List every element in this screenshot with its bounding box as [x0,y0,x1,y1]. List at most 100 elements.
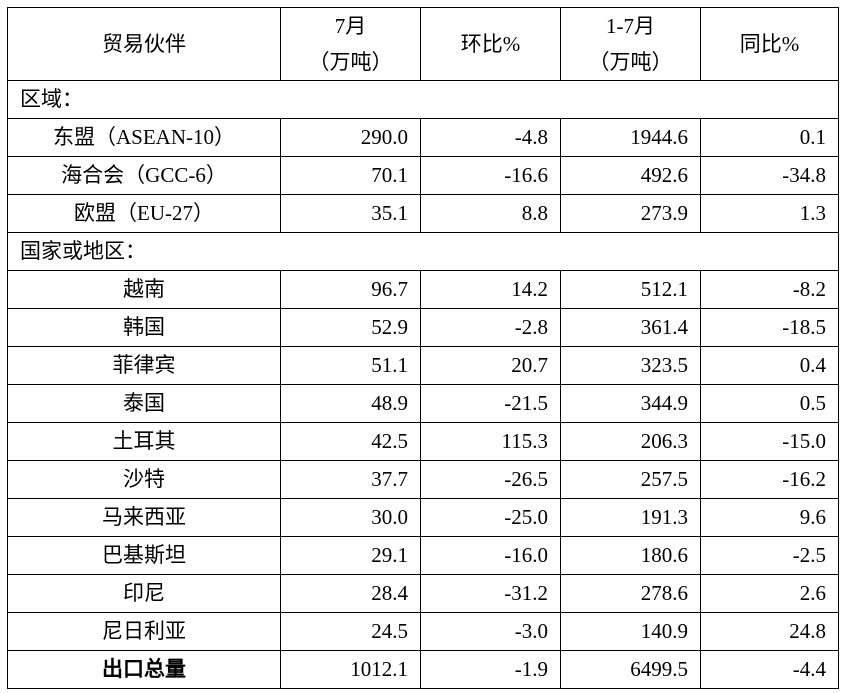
value-cell: 20.7 [420,346,561,385]
value-cell: -16.6 [420,156,561,195]
value-cell: -25.0 [420,498,561,537]
value-cell: 96.7 [280,270,421,309]
header-text: （万吨） [588,50,673,74]
value-cell: -21.5 [420,384,561,423]
name-cell: 出口总量 [7,650,281,689]
value-cell: 30.0 [280,498,421,537]
value-cell: 14.2 [420,270,561,309]
name-cell: 东盟（ASEAN-10） [7,118,281,157]
section-row: 区域： [7,80,839,119]
value-cell: 37.7 [280,460,421,499]
value-cell: -2.8 [420,308,561,347]
value-cell: -16.2 [700,460,839,499]
data-row: 印尼 28.4 -31.2 278.6 2.6 [7,574,839,613]
header-cell: 贸易伙伴 [7,7,281,81]
value-cell: 52.9 [280,308,421,347]
header-text: 1-7月 [606,14,655,38]
value-cell: 6499.5 [560,650,701,689]
header-text: 贸易伙伴 [102,32,186,56]
data-row: 马来西亚 30.0 -25.0 191.3 9.6 [7,498,839,537]
value-cell: -18.5 [700,308,839,347]
data-row: 海合会（GCC-6） 70.1 -16.6 492.6 -34.8 [7,156,839,195]
value-cell: 140.9 [560,612,701,651]
export-table: 贸易伙伴 7月 （万吨） 环比% 1-7月 （万吨） 同比% 区域： 东盟（ASEAN-10） 2… [7,7,839,689]
value-cell: 42.5 [280,422,421,461]
name-cell: 韩国 [7,308,281,347]
value-cell: 115.3 [420,422,561,461]
data-row: 东盟（ASEAN-10） 290.0 -4.8 1944.6 0.1 [7,118,839,157]
value-cell: 278.6 [560,574,701,613]
value-cell: 1944.6 [560,118,701,157]
data-row: 巴基斯坦 29.1 -16.0 180.6 -2.5 [7,536,839,575]
value-cell: 0.5 [700,384,839,423]
name-cell: 沙特 [7,460,281,499]
name-cell: 菲律宾 [7,346,281,385]
value-cell: 35.1 [280,194,421,233]
data-row: 泰国 48.9 -21.5 344.9 0.5 [7,384,839,423]
value-cell: 0.4 [700,346,839,385]
value-cell: -31.2 [420,574,561,613]
value-cell: 290.0 [280,118,421,157]
data-row: 韩国 52.9 -2.8 361.4 -18.5 [7,308,839,347]
value-cell: 28.4 [280,574,421,613]
name-cell: 越南 [7,270,281,309]
section-title: 国家或地区： [7,232,839,271]
header-row: 贸易伙伴 7月 （万吨） 环比% 1-7月 （万吨） 同比% [7,7,839,81]
header-cell: 7月 （万吨） [280,7,421,81]
name-cell: 马来西亚 [7,498,281,537]
name-cell: 泰国 [7,384,281,423]
value-cell: 323.5 [560,346,701,385]
value-cell: 180.6 [560,536,701,575]
value-cell: -1.9 [420,650,561,689]
value-cell: -4.8 [420,118,561,157]
name-cell: 巴基斯坦 [7,536,281,575]
value-cell: 2.6 [700,574,839,613]
value-cell: -2.5 [700,536,839,575]
value-cell: -16.0 [420,536,561,575]
header-text: 同比% [739,32,800,56]
data-row: 土耳其 42.5 115.3 206.3 -15.0 [7,422,839,461]
data-row: 越南 96.7 14.2 512.1 -8.2 [7,270,839,309]
value-cell: 48.9 [280,384,421,423]
value-cell: -34.8 [700,156,839,195]
value-cell: 29.1 [280,536,421,575]
value-cell: 9.6 [700,498,839,537]
name-cell: 印尼 [7,574,281,613]
data-row: 沙特 37.7 -26.5 257.5 -16.2 [7,460,839,499]
value-cell: 206.3 [560,422,701,461]
value-cell: 512.1 [560,270,701,309]
data-row: 欧盟（EU-27） 35.1 8.8 273.9 1.3 [7,194,839,233]
value-cell: 273.9 [560,194,701,233]
value-cell: -3.0 [420,612,561,651]
value-cell: 24.5 [280,612,421,651]
value-cell: 492.6 [560,156,701,195]
value-cell: 361.4 [560,308,701,347]
header-cell: 1-7月 （万吨） [560,7,701,81]
value-cell: 8.8 [420,194,561,233]
value-cell: 24.8 [700,612,839,651]
value-cell: 70.1 [280,156,421,195]
header-text: （万吨） [308,50,393,74]
value-cell: 257.5 [560,460,701,499]
value-cell: -8.2 [700,270,839,309]
value-cell: 344.9 [560,384,701,423]
section-row: 国家或地区： [7,232,839,271]
header-cell: 同比% [700,7,839,81]
data-row: 尼日利亚 24.5 -3.0 140.9 24.8 [7,612,839,651]
header-text: 环比% [460,32,521,56]
value-cell: -26.5 [420,460,561,499]
value-cell: 0.1 [700,118,839,157]
value-cell: 191.3 [560,498,701,537]
data-row: 菲律宾 51.1 20.7 323.5 0.4 [7,346,839,385]
value-cell: 1012.1 [280,650,421,689]
name-cell: 欧盟（EU-27） [7,194,281,233]
value-cell: -4.4 [700,650,839,689]
header-text: 7月 [334,14,367,38]
name-cell: 土耳其 [7,422,281,461]
name-cell: 海合会（GCC-6） [7,156,281,195]
header-cell: 环比% [420,7,561,81]
value-cell: 51.1 [280,346,421,385]
value-cell: 1.3 [700,194,839,233]
total: 出口总量 1012.1 -1.9 6499.5 -4.4 [7,650,839,689]
